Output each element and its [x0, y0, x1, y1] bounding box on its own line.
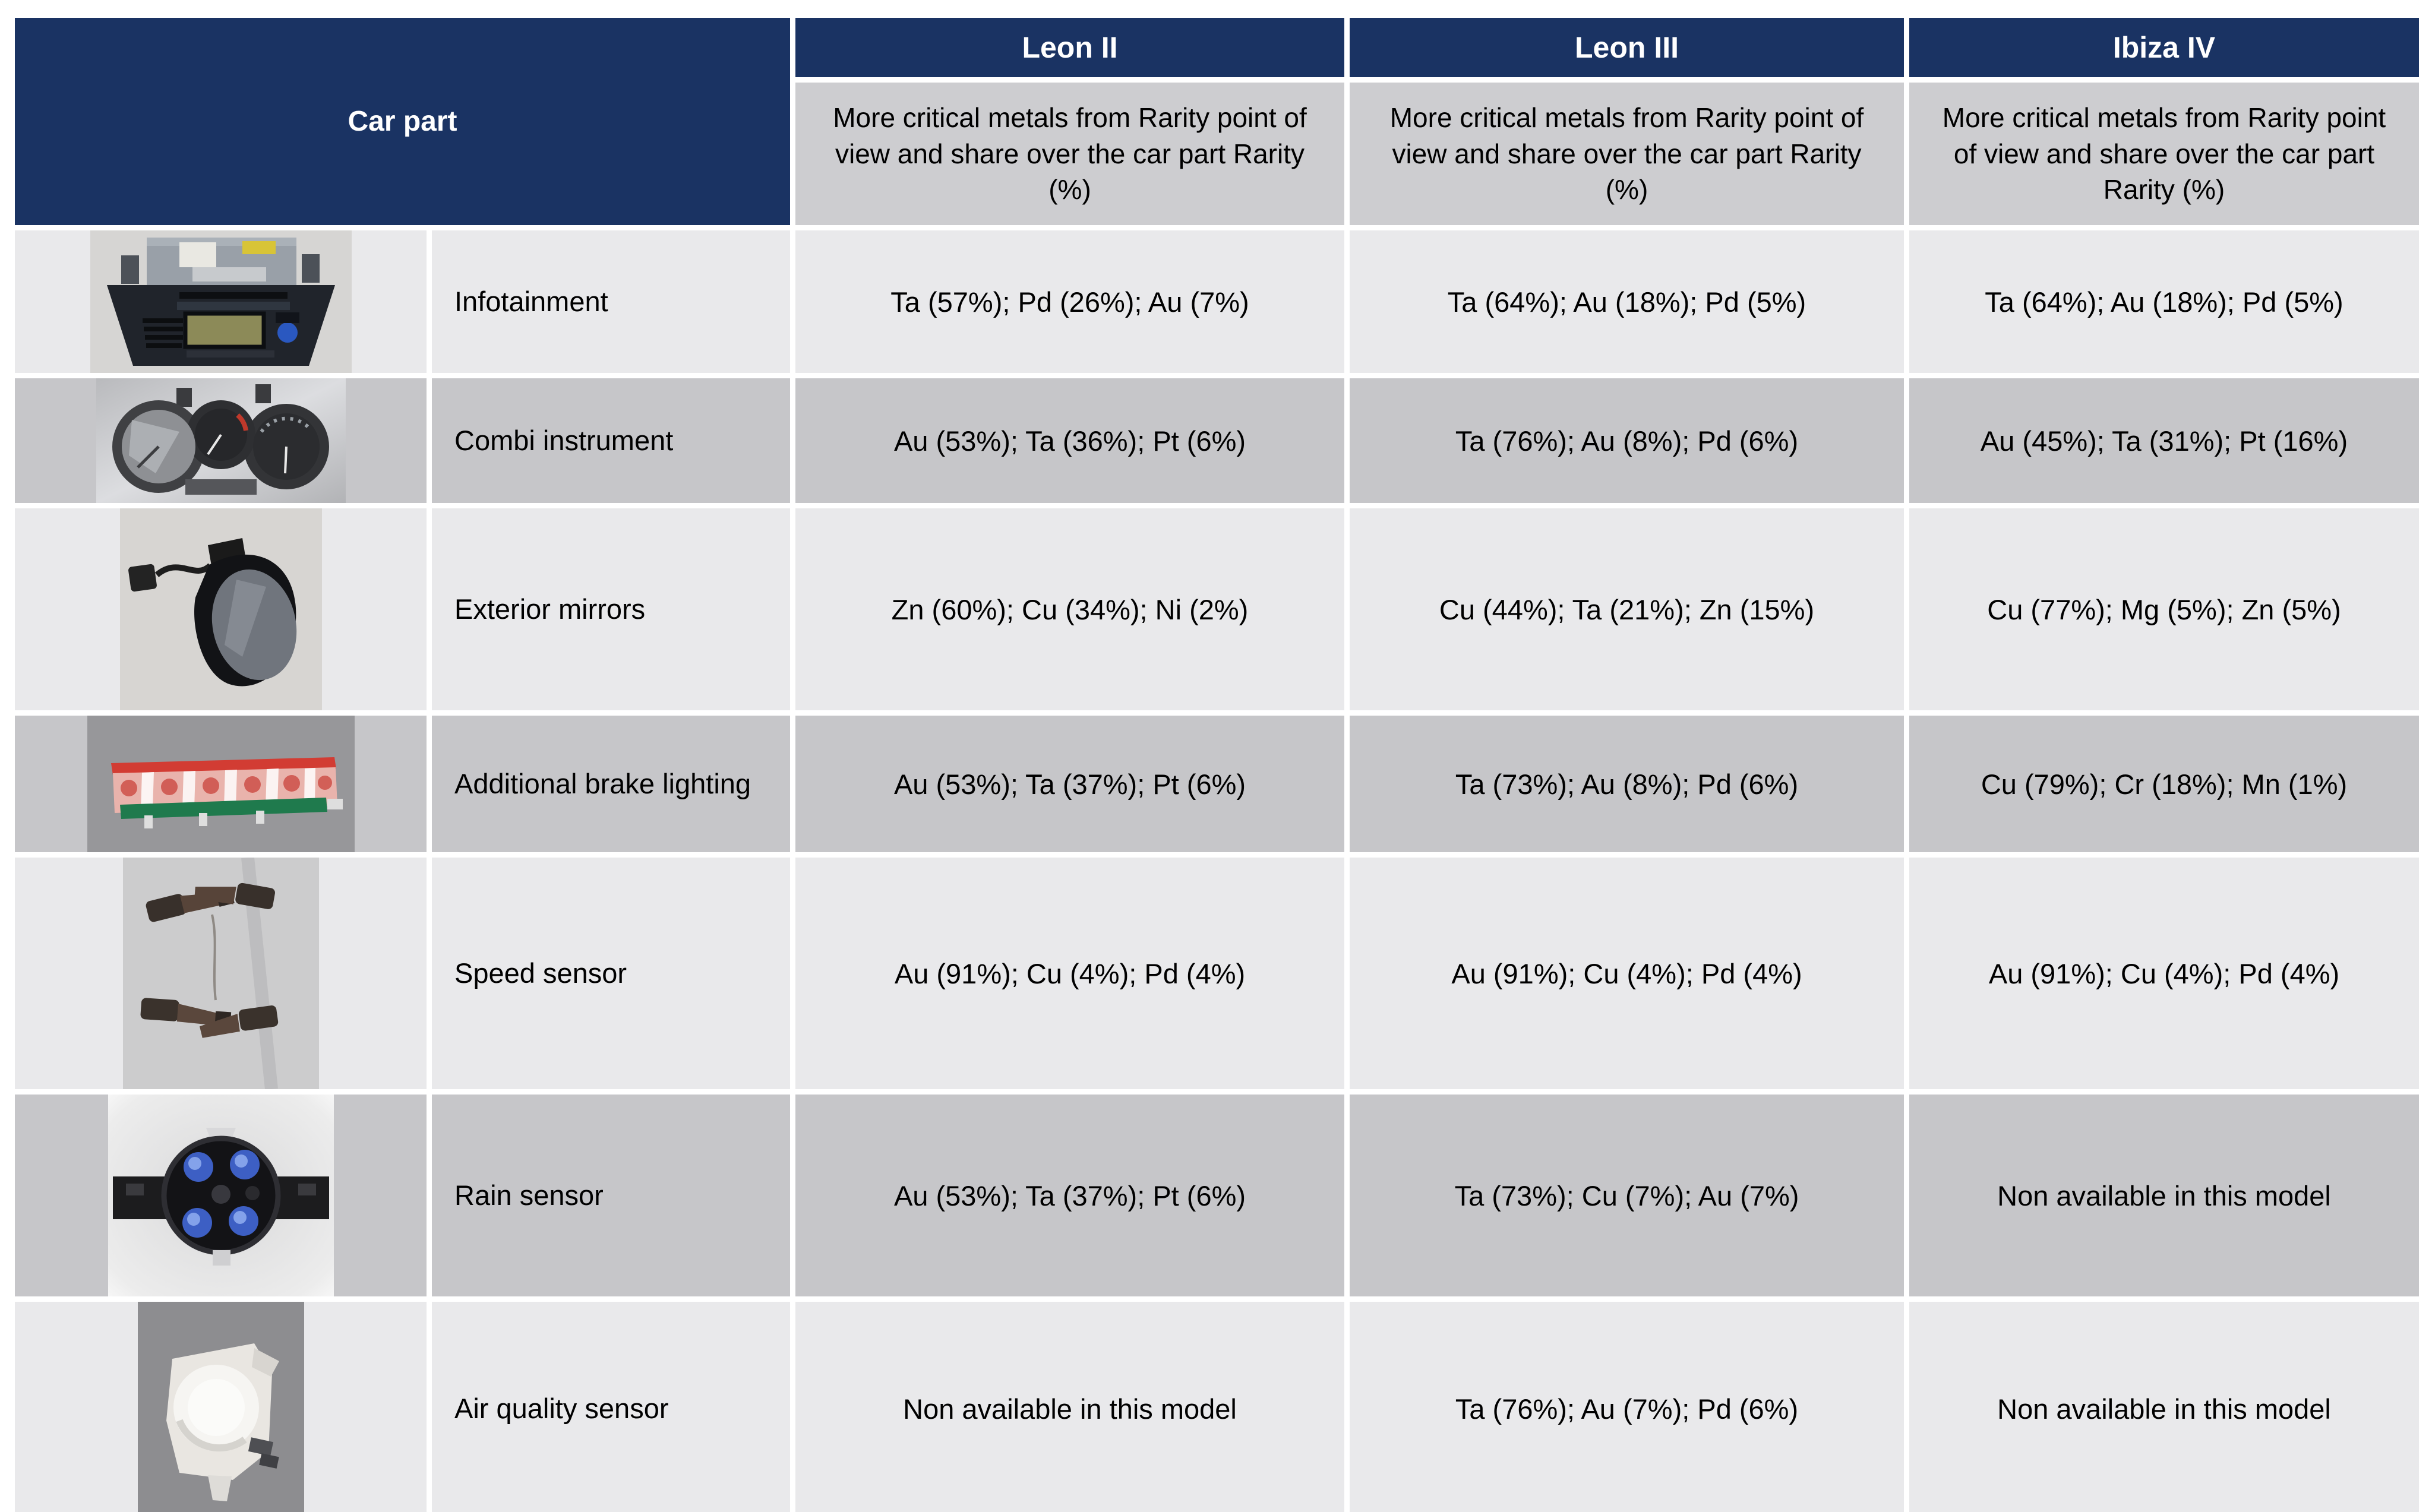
table-row-photo-cell [15, 1095, 427, 1296]
part-name-label: Rain sensor [454, 1179, 604, 1212]
metals-value: Au (53%); Ta (36%); Pt (6%) [893, 425, 1246, 457]
metals-value: Au (91%); Cu (4%); Pd (4%) [894, 957, 1246, 989]
metals-value: Au (91%); Cu (4%); Pd (4%) [1988, 957, 2340, 989]
metals-cell-ibiza4: Non available in this model [1909, 1302, 2419, 1512]
part-name-label: Air quality sensor [454, 1393, 669, 1425]
metals-cell-leon2: Au (53%); Ta (36%); Pt (6%) [795, 378, 1344, 503]
metals-value: Non available in this model [1997, 1179, 2331, 1212]
metals-value: Cu (44%); Ta (21%); Zn (15%) [1439, 593, 1815, 625]
subheader-ibiza4-label: More critical metals from Rarity point o… [1942, 102, 2386, 205]
subheader-leon2: More critical metals from Rarity point o… [795, 83, 1344, 225]
rain-sensor-photo [108, 1095, 334, 1296]
metals-value: Ta (57%); Pd (26%); Au (7%) [890, 286, 1249, 318]
metals-cell-leon2: Non available in this model [795, 1302, 1344, 1512]
metals-value: Ta (64%); Au (18%); Pd (5%) [1447, 286, 1806, 318]
table-row-photo-cell [15, 508, 427, 710]
metals-cell-ibiza4: Cu (77%); Mg (5%); Zn (5%) [1909, 508, 2419, 710]
metals-cell-ibiza4: Au (45%); Ta (31%); Pt (16%) [1909, 378, 2419, 503]
part-name-label: Combi instrument [454, 425, 674, 457]
infotainment-photo [90, 230, 352, 373]
table-row-part-name: Air quality sensor [432, 1302, 790, 1512]
metals-cell-ibiza4: Cu (79%); Cr (18%); Mn (1%) [1909, 716, 2419, 852]
leon3-header-label: Leon III [1575, 31, 1679, 64]
metals-value: Ta (73%); Au (8%); Pd (6%) [1455, 768, 1799, 800]
subheader-leon3-label: More critical metals from Rarity point o… [1389, 102, 1864, 205]
metals-value: Cu (77%); Mg (5%); Zn (5%) [1987, 593, 2341, 625]
metals-cell-leon3: Ta (73%); Au (8%); Pd (6%) [1350, 716, 1904, 852]
metals-value: Non available in this model [1997, 1393, 2331, 1425]
metals-cell-leon2: Au (53%); Ta (37%); Pt (6%) [795, 716, 1344, 852]
metals-cell-leon2: Au (91%); Cu (4%); Pd (4%) [795, 858, 1344, 1089]
metals-cell-leon3: Cu (44%); Ta (21%); Zn (15%) [1350, 508, 1904, 710]
table-row-part-name: Infotainment [432, 230, 790, 373]
air-quality-sensor-photo [137, 1302, 304, 1512]
column-header-leon2: Leon II [795, 18, 1344, 77]
metals-cell-leon3: Ta (76%); Au (8%); Pd (6%) [1350, 378, 1904, 503]
metals-value: Au (91%); Cu (4%); Pd (4%) [1451, 957, 1802, 989]
table-row-part-name: Combi instrument [432, 378, 790, 503]
table-row-photo-cell [15, 716, 427, 852]
metals-cell-leon3: Ta (64%); Au (18%); Pd (5%) [1350, 230, 1904, 373]
speed-sensor-photo [122, 858, 319, 1089]
part-name-label: Infotainment [454, 286, 608, 318]
metals-value: Ta (64%); Au (18%); Pd (5%) [1985, 286, 2343, 318]
leon2-header-label: Leon II [1022, 31, 1118, 64]
table-row-part-name: Speed sensor [432, 858, 790, 1089]
subheader-leon2-label: More critical metals from Rarity point o… [833, 102, 1307, 205]
metals-cell-leon3: Au (91%); Cu (4%); Pd (4%) [1350, 858, 1904, 1089]
table-row-photo-cell [15, 230, 427, 373]
part-name-label: Exterior mirrors [454, 593, 646, 625]
exterior-mirror-photo [119, 508, 322, 710]
column-header-ibiza4: Ibiza IV [1909, 18, 2419, 77]
table-row-part-name: Exterior mirrors [432, 508, 790, 710]
car-part-header-cell: Car part [15, 18, 790, 225]
subheader-ibiza4: More critical metals from Rarity point o… [1909, 83, 2419, 225]
metals-value: Ta (76%); Au (7%); Pd (6%) [1455, 1393, 1799, 1425]
metals-cell-ibiza4: Ta (64%); Au (18%); Pd (5%) [1909, 230, 2419, 373]
table-row-part-name: Rain sensor [432, 1095, 790, 1296]
metals-value: Cu (79%); Cr (18%); Mn (1%) [1981, 768, 2348, 800]
metals-cell-ibiza4: Non available in this model [1909, 1095, 2419, 1296]
combi-instrument-photo [96, 378, 346, 503]
column-header-leon3: Leon III [1350, 18, 1904, 77]
subheader-leon3: More critical metals from Rarity point o… [1350, 83, 1904, 225]
part-name-label: Speed sensor [454, 957, 627, 989]
table-row-photo-cell [15, 1302, 427, 1512]
part-name-label: Additional brake lighting [454, 768, 751, 800]
table-row-photo-cell [15, 858, 427, 1089]
metals-cell-leon2: Ta (57%); Pd (26%); Au (7%) [795, 230, 1344, 373]
table-row-part-name: Additional brake lighting [432, 716, 790, 852]
metals-cell-leon3: Ta (76%); Au (7%); Pd (6%) [1350, 1302, 1904, 1512]
metals-value: Au (45%); Ta (31%); Pt (16%) [1980, 425, 2348, 457]
metals-value: Non available in this model [903, 1393, 1237, 1425]
metals-value: Ta (76%); Au (8%); Pd (6%) [1455, 425, 1799, 457]
brake-light-photo [87, 716, 355, 852]
metals-cell-ibiza4: Au (91%); Cu (4%); Pd (4%) [1909, 858, 2419, 1089]
metals-cell-leon2: Zn (60%); Cu (34%); Ni (2%) [795, 508, 1344, 710]
metals-cell-leon2: Au (53%); Ta (37%); Pt (6%) [795, 1095, 1344, 1296]
metals-cell-leon3: Ta (73%); Cu (7%); Au (7%) [1350, 1095, 1904, 1296]
metals-value: Au (53%); Ta (37%); Pt (6%) [893, 768, 1246, 800]
table-row-photo-cell [15, 378, 427, 503]
metals-value: Ta (73%); Cu (7%); Au (7%) [1454, 1179, 1799, 1212]
ibiza4-header-label: Ibiza IV [2112, 31, 2216, 64]
metals-value: Zn (60%); Cu (34%); Ni (2%) [891, 593, 1249, 625]
car-part-header-label: Car part [348, 106, 457, 137]
metals-value: Au (53%); Ta (37%); Pt (6%) [893, 1179, 1246, 1212]
